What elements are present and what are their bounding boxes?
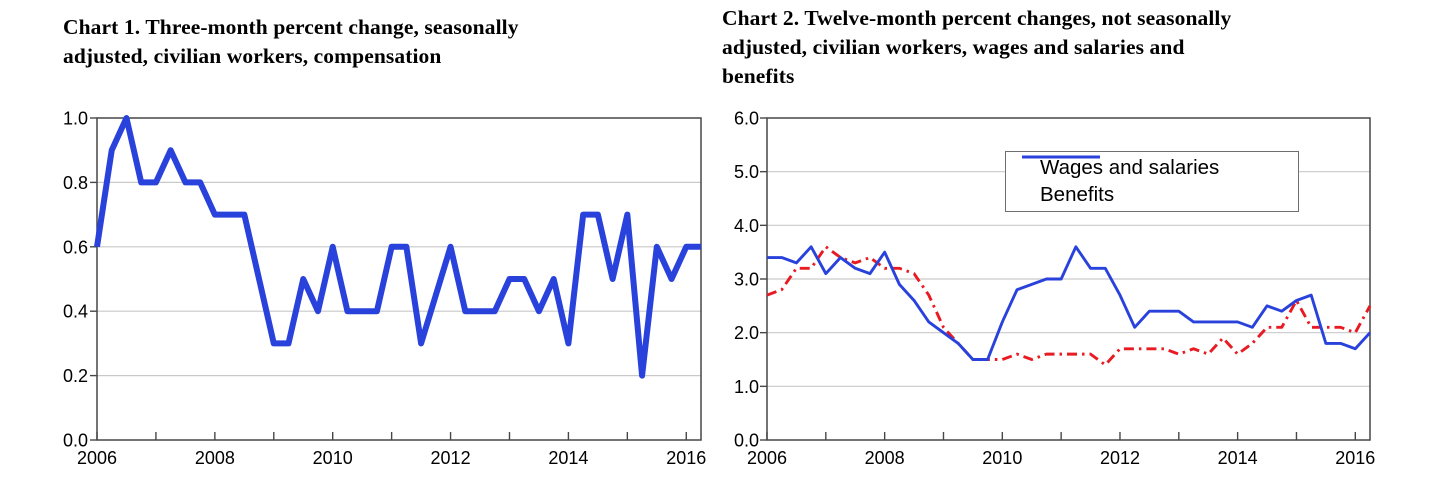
chart1-canvas: 0.0 0.2 0.4 0.6 0.8 1.0 2006 2008 2010 2012 2014 20… [63,109,706,469]
chart2-canvas: 0.0 1.0 2.0 3.0 4.0 5.0 6.0 2006 2008 2010 2012 201… [734,109,1375,469]
chart1-x-tick-label: 2006 [77,448,117,468]
chart2-line-benefits [767,245,1372,361]
chart2-y-tick-label: 3.0 [734,270,759,290]
chart2-x-tick-label: 2010 [982,448,1022,468]
chart2-legend: Wages and salaries Benefits [1005,151,1299,212]
chart1-x-tick-label: 2010 [313,448,353,468]
chart1-y-tick-label: 0.4 [63,302,88,322]
chart1-y-tick-label: 0.6 [63,237,88,257]
chart1-line-compensation [94,115,701,379]
chart1-x-tick-label: 2012 [431,448,471,468]
chart1-title-line1: Chart 1. Three-month percent change, sea… [63,15,519,39]
chart1-plot-border [96,117,702,441]
chart1-title: Chart 1. Three-month percent change, sea… [63,13,663,71]
benefits-solid-line-sample [1022,155,1100,159]
chart2-y-tick-label: 2.0 [734,323,759,343]
chart1-y-tick-label: 0.0 [63,431,88,451]
chart1-y-tick-label: 1.0 [63,109,88,129]
chart2-y-tick-label: 6.0 [734,109,759,129]
chart1-x-tick-label: 2014 [548,448,588,468]
chart2-x-tick-label: 2014 [1218,448,1258,468]
chart2-title-line1: Chart 2. Twelve-month percent changes, n… [722,6,1232,30]
legend-label-benefits: Benefits [1040,183,1115,207]
chart2-x-tick-label: 2006 [747,448,787,468]
chart2-y-tick-label: 1.0 [734,377,759,397]
chart2-x-tick-label: 2016 [1335,448,1375,468]
chart2-title: Chart 2. Twelve-month percent changes, n… [722,4,1402,91]
chart2-line-wages-and-salaries [766,245,1372,367]
legend-row-benefits: Benefits [1006,155,1298,207]
chart1-title-line2: adjusted, civilian workers, compensation [63,44,442,68]
chart2-y-tick-label: 0.0 [734,431,759,451]
chart1-x-tick-label: 2016 [666,448,706,468]
chart1-y-tick-label: 0.2 [63,366,88,386]
chart1-y-tick-label: 0.8 [63,173,88,193]
legend-label-wages: Wages and salaries [1040,155,1220,179]
chart2-title-line3: benefits [722,64,795,88]
chart2-y-tick-label: 5.0 [734,162,759,182]
chart2-x-tick-label: 2008 [865,448,905,468]
chart2-x-tick-label: 2012 [1100,448,1140,468]
chart2-title-line2: adjusted, civilian workers, wages and sa… [722,35,1185,59]
chart2-y-tick-label: 4.0 [734,216,759,236]
chart1-x-tick-label: 2008 [195,448,235,468]
